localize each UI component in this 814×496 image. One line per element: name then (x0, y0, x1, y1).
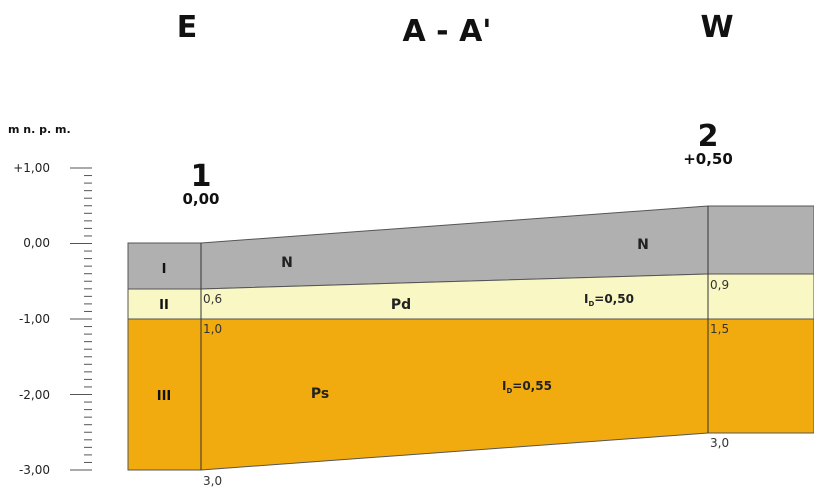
layer-id-III: III (157, 389, 172, 404)
direction-east-label: E (177, 10, 198, 45)
axis-tick-label: -2,00 (19, 388, 50, 402)
borehole-2-elevation: +0,50 (683, 150, 733, 168)
density-index-symbol: I (502, 379, 506, 393)
axis-tick-label: -1,00 (19, 312, 50, 326)
depth-label-bh2: 3,0 (710, 436, 729, 450)
direction-west-label: W (700, 10, 733, 45)
depth-label-bh1: 0,6 (203, 292, 222, 306)
depth-label-bh1: 3,0 (203, 474, 222, 488)
depth-label-bh1: 1,0 (203, 322, 222, 336)
density-index-III: ID=0,55 (502, 379, 552, 395)
section-title: A - A' (403, 14, 492, 49)
density-index-value: =0,55 (512, 379, 552, 393)
density-index-subscript: D (588, 300, 594, 308)
axis-tick-labels: +1,00 0,00 -1,00 -2,00 -3,00 (13, 161, 50, 477)
soil-label-N: N (281, 255, 293, 271)
layer-id-II: II (159, 298, 169, 313)
soil-label-Ps: Ps (311, 386, 329, 402)
borehole-1-number: 1 (191, 159, 212, 194)
density-index-symbol: I (584, 292, 588, 306)
density-index-value: =0,50 (594, 292, 634, 306)
depth-label-bh2: 0,9 (710, 278, 729, 292)
layer-id-I: I (162, 262, 167, 277)
borehole-2-number: 2 (698, 119, 719, 154)
density-index-II: ID=0,50 (584, 292, 634, 308)
soil-label-N-right: N (637, 237, 649, 253)
axis-tick-label: -3,00 (19, 463, 50, 477)
borehole-1-elevation: 0,00 (182, 190, 219, 208)
axis-unit-label: m n. p. m. (8, 123, 71, 136)
axis-tick-label: +1,00 (13, 161, 50, 175)
soil-label-Pd: Pd (391, 297, 411, 313)
depth-label-bh2: 1,5 (710, 322, 729, 336)
elevation-scale-ticks (70, 167, 92, 471)
density-index-subscript: D (506, 387, 512, 395)
axis-tick-label: 0,00 (23, 236, 50, 250)
